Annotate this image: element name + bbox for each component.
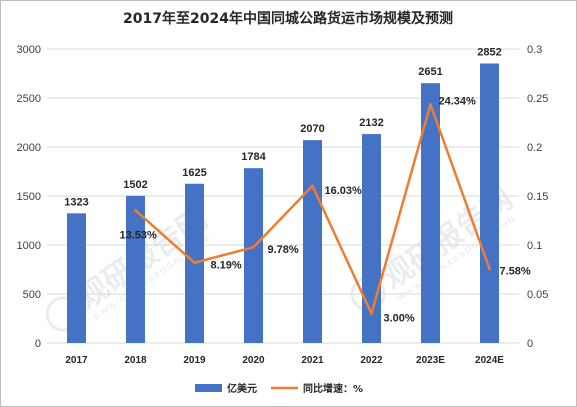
line-point [252,245,255,249]
bar-value-label: 1323 [64,196,88,208]
bar-value-label: 2070 [300,123,324,135]
x-tick-label: 2020 [242,355,265,366]
bar-value-label: 2132 [359,117,383,129]
line-value-label: 16.03% [325,185,363,197]
right-tick-label: 0.05 [527,289,548,301]
line-value-label: 24.34% [439,95,477,107]
bar-value-label: 2852 [477,47,501,59]
right-tick-label: 0 [527,338,533,350]
line-series: 13.53% 8.19% 9.78% 16.03% 3.00% 24.34% 7.58% [120,95,531,324]
legend: 亿美元 同比增速：% [195,382,363,395]
bar-value-label: 1502 [123,179,147,191]
left-tick-label: 500 [23,289,41,301]
left-tick-label: 1000 [17,240,41,252]
left-tick-label: 0 [35,338,41,350]
right-tick-label: 0.15 [527,191,548,203]
line-point [134,208,137,212]
x-axis-ticks: 2017 2018 2019 2020 2021 2022 2023E 2024E [65,355,504,366]
left-tick-label: 1500 [17,191,41,203]
legend-line-label: 同比增速：% [303,382,363,395]
chart-title: 2017年至2024年中国同城公路货运市场规模及预测 [123,10,453,27]
line-point [429,102,432,106]
legend-bar-label: 亿美元 [227,382,257,395]
bar [303,140,322,343]
left-tick-label: 2000 [17,142,41,154]
bar [244,168,263,343]
bar [67,213,86,343]
x-tick-label: 2019 [183,355,206,366]
bar-value-label: 2651 [418,66,442,78]
bar-series: 1323 1502 1625 1784 2070 2132 2651 2852 [64,47,502,344]
bar [480,63,499,344]
line-value-label: 9.78% [268,244,299,256]
watermark-layer: 观研报告网WWW.CHINABAOGAO.COM观研报告网WWW.CHINABA… [45,181,519,332]
x-tick-label: 2022 [360,355,383,366]
left-tick-label: 2500 [17,93,41,105]
line-value-label: 8.19% [211,260,242,272]
legend-bar-swatch [195,384,222,392]
line-value-label: 3.00% [384,313,415,325]
x-tick-label: 2018 [124,355,147,366]
line-point [193,261,196,265]
bar [126,195,145,343]
left-axis-ticks: 0 500 1000 1500 2000 2500 3000 [17,44,41,350]
bar [421,83,440,344]
line-point [488,267,491,271]
gridlines [47,48,519,344]
line-point [311,184,314,188]
right-tick-label: 0.3 [527,44,542,56]
x-tick-label: 2023E [416,355,445,366]
right-axis-ticks: 0 0.05 0.1 0.15 0.2 0.25 0.3 [527,44,548,350]
right-tick-label: 0.1 [527,240,542,252]
line-point [370,312,373,316]
bar-value-label: 1784 [241,151,266,163]
line-value-label: 7.58% [500,266,531,278]
right-tick-label: 0.2 [527,142,542,154]
right-tick-label: 0.25 [527,93,548,105]
bar [362,134,381,343]
line-value-label: 13.53% [120,229,158,241]
x-tick-label: 2017 [65,355,88,366]
x-tick-label: 2021 [301,355,324,366]
x-tick-label: 2024E [475,355,504,366]
left-tick-label: 3000 [17,44,41,56]
bar-value-label: 1625 [182,167,206,179]
